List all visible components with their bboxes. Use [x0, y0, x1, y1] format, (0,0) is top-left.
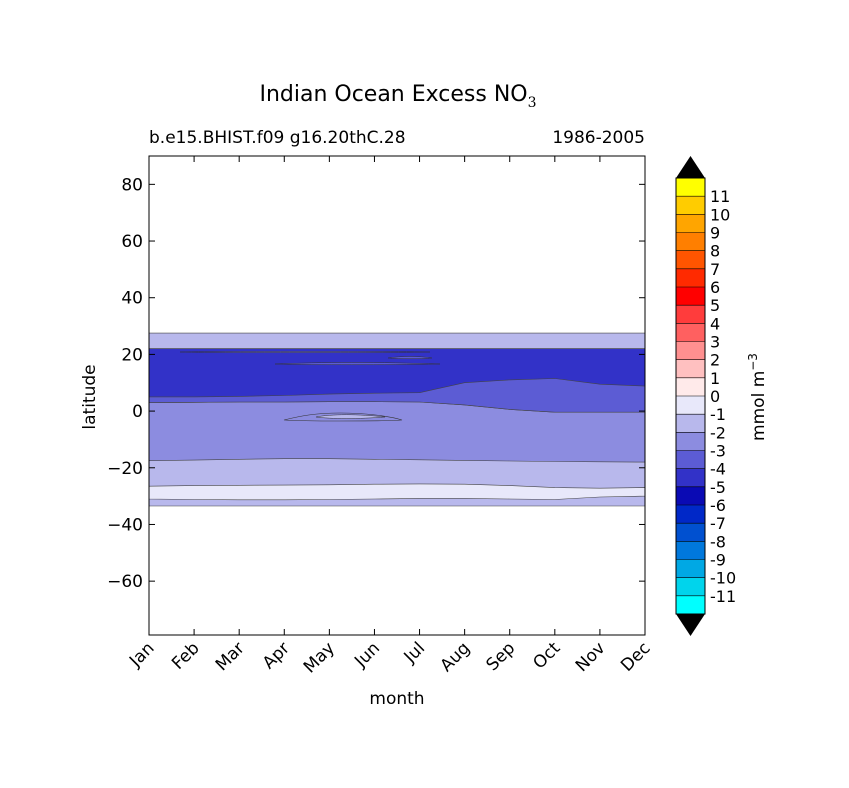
colorbar-segment: [676, 414, 705, 433]
colorbar-segment: [676, 432, 705, 451]
colorbar-segment: [676, 232, 705, 251]
y-tick-label: 60: [121, 232, 143, 252]
x-tick-label: Feb: [168, 638, 203, 673]
colorbar-tick-label: 10: [710, 205, 730, 224]
colorbar-segment: [676, 505, 705, 524]
y-tick-label: 40: [121, 289, 143, 309]
colorbar-segment: [676, 377, 705, 397]
colorbar-segments: [676, 178, 705, 615]
colorbar-segment: [676, 468, 705, 488]
colorbar-tick-label: 2: [710, 351, 720, 370]
colorbar-tick-label: 9: [710, 224, 720, 243]
colorbar-segment: [676, 214, 705, 233]
colorbar-tick-label: 4: [710, 314, 720, 333]
plot-area: Jan Feb Mar Apr May Jun Jul Aug Sep Oct Nov Dec 80 6…: [107, 155, 655, 677]
x-tick-label: Dec: [617, 638, 654, 675]
feature-streak-a: [274, 362, 441, 365]
y-tick-label: 0: [132, 402, 143, 422]
y-axis: 80 60 40 20 0 −20 −40 −60: [107, 175, 645, 592]
colorbar-segment: [676, 486, 705, 506]
colorbar-segment: [676, 450, 705, 469]
colorbar-tick-label: -5: [710, 478, 726, 497]
colorbar-label-superscript: −3: [746, 353, 760, 371]
colorbar-segment: [676, 341, 705, 360]
x-tick-label: Apr: [259, 638, 294, 673]
colorbar-tick-label: 5: [710, 296, 720, 315]
colorbar-segment: [676, 523, 705, 542]
colorbar-segment: [676, 577, 705, 597]
x-tick-label: Jun: [350, 638, 384, 672]
colorbar-segment: [676, 541, 705, 560]
colorbar-segment: [676, 287, 705, 306]
colorbar-tick-label: -10: [710, 569, 736, 588]
chart-title: Indian Ocean Excess NO3: [259, 82, 536, 111]
colorbar-extend-bottom: [676, 614, 705, 636]
subtitle-left: b.e15.BHIST.f09 g16.20thC.28: [149, 128, 406, 148]
feature-streak-b: [387, 356, 433, 359]
chart-title-subscript: 3: [528, 95, 537, 111]
colorbar-segment: [676, 396, 705, 415]
colorbar-segment: [676, 196, 705, 215]
x-tick-label: Jan: [125, 638, 158, 671]
colorbar-tick-label: 1: [710, 369, 720, 388]
x-axis-label: month: [369, 689, 424, 709]
colorbar-segment: [676, 250, 705, 270]
colorbar-tick-label: 6: [710, 278, 720, 297]
y-axis-label: latitude: [80, 364, 100, 429]
x-tick-label: May: [300, 638, 339, 677]
colorbar-tick-label: -7: [710, 514, 726, 533]
subtitle-right: 1986-2005: [552, 128, 645, 148]
y-tick-label: −40: [107, 515, 143, 535]
colorbar-segment: [676, 268, 705, 288]
colorbar-tick-label: -8: [710, 532, 726, 551]
y-tick-label: 20: [121, 345, 143, 365]
x-tick-label: Mar: [212, 638, 249, 675]
colorbar-segment: [676, 323, 705, 342]
colorbar-tick-label: -4: [710, 460, 726, 479]
colorbar-segment: [676, 359, 705, 379]
colorbar-segment: [676, 178, 705, 197]
chart-title-main: Indian Ocean Excess NO: [259, 82, 527, 107]
x-tick-label: Aug: [437, 638, 475, 676]
colorbar-tick-label: 3: [710, 333, 720, 352]
x-tick-label: Nov: [572, 638, 610, 676]
y-tick-label: −20: [107, 459, 143, 479]
feature-light-core: [315, 414, 386, 419]
colorbar-tick-label: 8: [710, 242, 720, 261]
colorbar-tick-label: -11: [710, 587, 736, 606]
x-tick-label: Sep: [482, 638, 519, 675]
colorbar-tick-label: 11: [710, 187, 730, 206]
contour-features: [179, 351, 441, 422]
colorbar-tick-label: -3: [710, 442, 726, 461]
colorbar-tick-label: -1: [710, 405, 726, 424]
y-tick-label: 80: [121, 175, 143, 195]
colorbar-segment: [676, 559, 705, 578]
feature-streak-c: [179, 351, 431, 353]
plot-frame: [148, 155, 646, 636]
colorbar-extend-top: [676, 156, 705, 178]
colorbar-frame: [675, 177, 706, 615]
colorbar-tick-label: 7: [710, 260, 720, 279]
y-tick-label: −60: [107, 572, 143, 592]
colorbar-tick-label: 0: [710, 387, 720, 406]
x-tick-label: Jul: [400, 638, 429, 667]
colorbar-tick-label: -6: [710, 496, 726, 515]
colorbar-tick-label: -2: [710, 423, 726, 442]
colorbar-segment: [676, 305, 705, 324]
colorbar-tick-label: -9: [710, 551, 726, 570]
colorbar-label: mmol m−3: [746, 353, 769, 441]
colorbar-segment: [676, 595, 705, 615]
x-tick-label: Oct: [529, 638, 564, 673]
colorbar-label-main: mmol m: [749, 371, 769, 441]
